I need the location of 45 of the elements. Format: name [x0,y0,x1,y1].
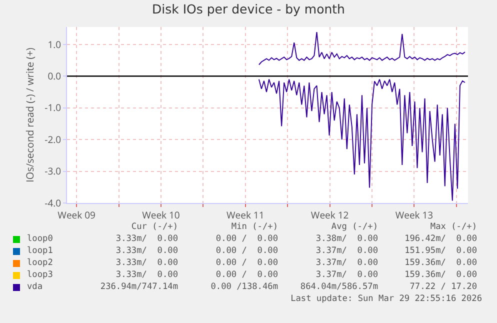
x-tick-label: Week 11 [226,208,264,222]
text: Cur (-/+) [131,222,178,232]
y-tick-label: 1.0 [48,38,62,51]
text: Max (-/+) [430,222,477,232]
text: 236.94m/747.14m [100,282,178,292]
text: 159.36m/ 0.00 [404,270,477,280]
text: Avg (-/+) [331,222,378,232]
chart-title: Disk IOs per device - by month [152,2,345,17]
x-tick-label: Week 10 [142,208,180,222]
text: 159.36m/ 0.00 [404,258,477,268]
text: 3.37m/ 0.00 [316,270,378,280]
x-tick-label: Week 13 [395,208,434,222]
x-tick-label: Week 12 [310,208,349,222]
line-series [258,78,466,202]
text: 3.33m/ 0.00 [116,258,178,268]
y-tick-label: -4.0 [44,196,62,210]
y-axis-title: IOs/second read (-) / write (+) [22,48,37,182]
text: Min (-/+) [231,222,278,232]
y-tick-label: -3.0 [44,164,62,178]
text: 0.00 / 0.00 [216,270,278,280]
text: 3.33m/ 0.00 [116,234,178,244]
text: 151.95m/ 0.00 [404,246,477,256]
legend-label: loop2 [27,258,53,268]
legend-label: vda [27,282,43,292]
legend-label: loop3 [27,270,53,280]
text: 196.42m/ 0.00 [404,234,477,244]
y-tick-label: -1.0 [44,101,62,114]
text: 0.00 / 0.00 [216,258,278,268]
text: 3.37m/ 0.00 [316,246,378,256]
text: 864.04m/586.57m [300,282,378,292]
text: Last update: Sun Mar 29 22:55:16 2026 [290,294,482,304]
legend-label: loop1 [27,246,53,256]
legend-label: loop0 [27,234,53,244]
y-tick-label: 0.0 [48,69,62,82]
text: 0.00 / 0.00 [216,246,278,256]
text: 3.33m/ 0.00 [116,270,178,280]
text: 0.00 / 0.00 [216,234,278,244]
text: 0.00 /138.46m [210,282,278,292]
text: 3.38m/ 0.00 [316,234,378,244]
line-series [258,32,466,66]
text: 3.33m/ 0.00 [116,246,178,256]
text: 77.22 / 17.20 [410,282,477,292]
x-tick-label: Week 09 [58,208,96,222]
text: 3.37m/ 0.00 [316,258,378,268]
y-tick-label: -2.0 [44,132,62,146]
